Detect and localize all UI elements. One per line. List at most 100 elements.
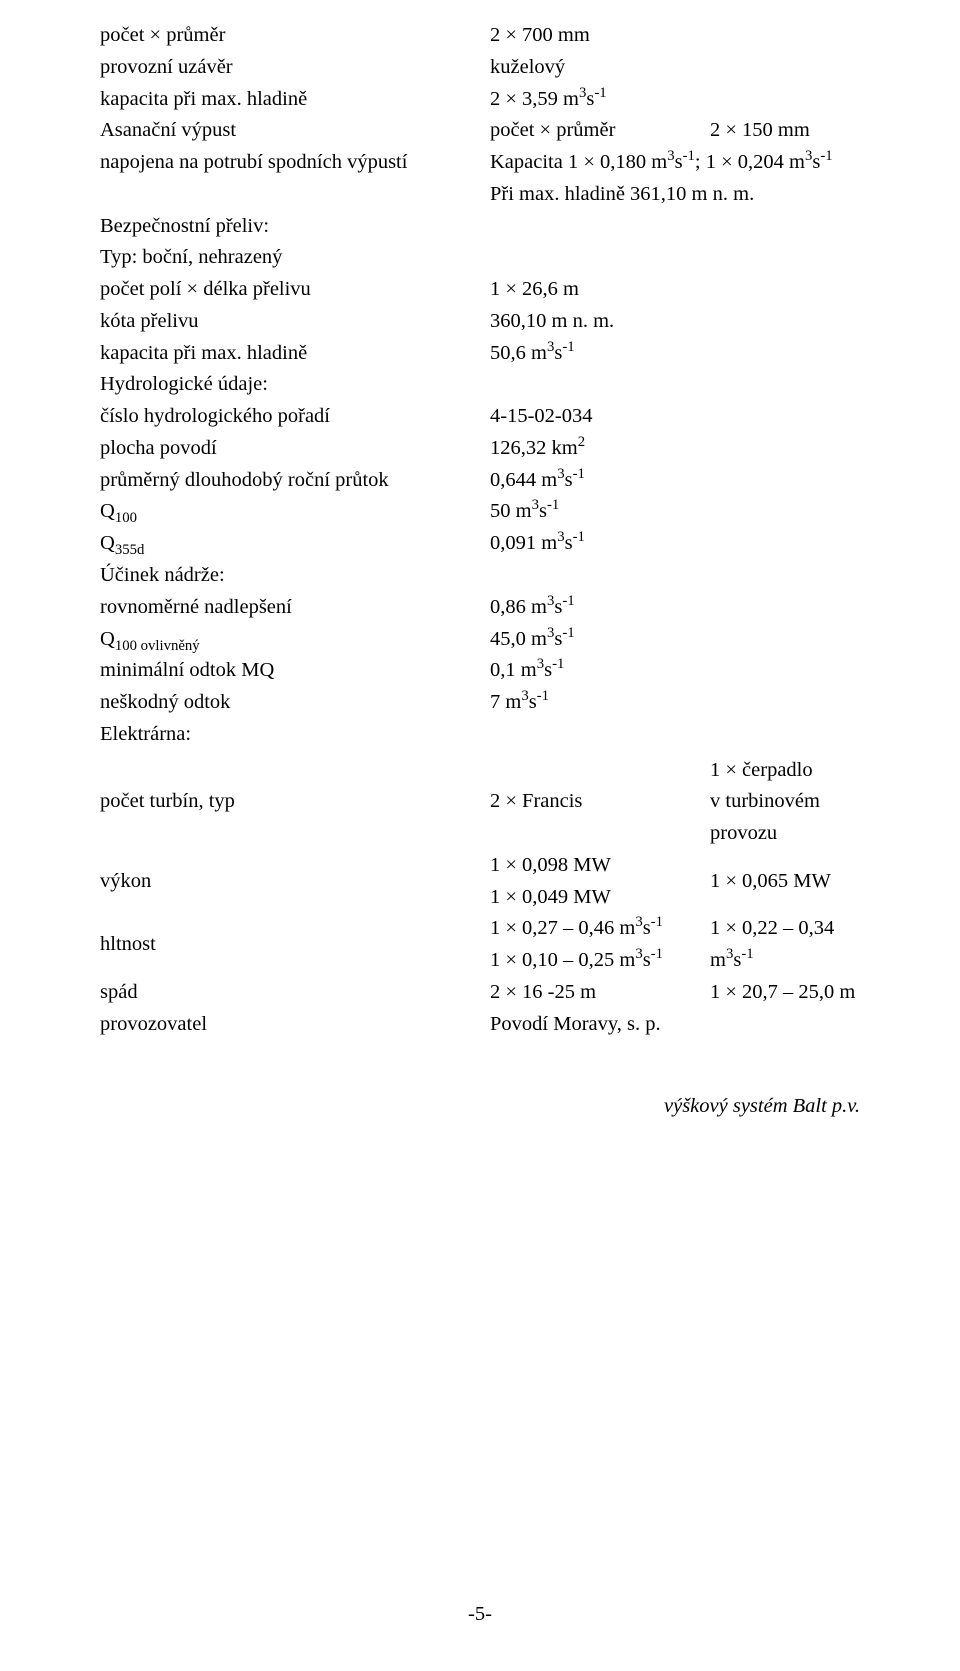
text: s (565, 469, 573, 491)
label: Typ: boční, nehrazený (100, 242, 490, 274)
exponent: 3 (521, 688, 528, 704)
value: 0,644 m3s-1 (490, 465, 585, 497)
text: s (544, 659, 552, 681)
exponent: -1 (573, 529, 585, 545)
text: 1 × 0,27 – 0,46 m3s-1 (490, 913, 710, 945)
label: neškodný odtok (100, 687, 490, 719)
value: 4-15-02-034 (490, 401, 592, 433)
exponent: -1 (547, 498, 559, 514)
value: 1 × čerpadlo v turbinovém provozu (710, 755, 860, 850)
text: Q (100, 532, 115, 554)
label: hltnost (100, 929, 490, 961)
exponent: -1 (820, 148, 832, 164)
value: 1 × 0,22 – 0,34 m3s-1 (710, 913, 860, 977)
value: 1 × 0,27 – 0,46 m3s-1 1 × 0,10 – 0,25 m3… (490, 913, 710, 977)
text: s (643, 949, 651, 971)
label: číslo hydrologického pořadí (100, 401, 490, 433)
label: průměrný dlouhodobý roční průtok (100, 465, 490, 497)
label: rovnoměrné nadlepšení (100, 592, 490, 624)
text: Q (100, 628, 115, 650)
exponent: 3 (667, 148, 674, 164)
text: 50 m (490, 500, 532, 522)
value: kuželový (490, 52, 565, 84)
value: 1 × 0,098 MW 1 × 0,049 MW (490, 850, 710, 914)
text: Q (100, 500, 115, 522)
text: 1 × 0,10 – 0,25 m3s-1 (490, 945, 710, 977)
exponent: -1 (594, 85, 606, 101)
text: 1 × 0,10 – 0,25 m (490, 949, 635, 971)
label: počet × průměr (100, 20, 490, 52)
section-heading: Hydrologické údaje: (100, 369, 490, 401)
value: Povodí Moravy, s. p. (490, 1009, 661, 1041)
label: Q100 (100, 496, 490, 528)
text: 1 × 0,27 – 0,46 m (490, 917, 635, 939)
value: 50 m3s-1 (490, 496, 559, 528)
label: výkon (100, 866, 490, 898)
exponent: -1 (537, 688, 549, 704)
value: 1 × 0,065 MW (710, 866, 831, 898)
label: počet × průměr (490, 115, 710, 147)
exponent: -1 (573, 466, 585, 482)
label: minimální odtok MQ (100, 655, 490, 687)
value: Při max. hladině 361,10 m n. m. (490, 179, 754, 211)
label: napojena na potrubí spodních výpustí (100, 147, 490, 179)
text: s (539, 500, 547, 522)
value: 2 × 16 -25 m (490, 977, 710, 1009)
text: s (529, 691, 537, 713)
exponent: 2 (578, 434, 585, 450)
text: 0,1 m (490, 659, 537, 681)
text: 1 × čerpadlo (710, 755, 860, 787)
section-heading: Účinek nádrže: (100, 560, 490, 592)
subscript: 355d (115, 542, 145, 558)
value: 2 × 150 mm (710, 115, 810, 147)
exponent: 3 (557, 529, 564, 545)
page-number: -5- (0, 1599, 960, 1631)
value: 126,32 km2 (490, 433, 585, 465)
exponent: -1 (562, 339, 574, 355)
text: 45,0 m (490, 628, 547, 650)
text: s (643, 917, 651, 939)
value: 7 m3s-1 (490, 687, 549, 719)
section-heading: Asanační výpust (100, 115, 490, 147)
exponent: -1 (562, 593, 574, 609)
label: plocha povodí (100, 433, 490, 465)
text: 1 × 0,22 – 0,34 m (710, 917, 834, 971)
value: 45,0 m3s-1 (490, 624, 575, 656)
text: 0,86 m (490, 596, 547, 618)
text: 1 × 0,098 MW (490, 850, 710, 882)
exponent: 3 (537, 656, 544, 672)
label: počet polí × délka přelivu (100, 274, 490, 306)
exponent: -1 (562, 625, 574, 641)
text: Kapacita 1 × 0,180 m (490, 151, 667, 173)
subscript: 100 (115, 511, 137, 527)
text: 1 × 0,049 MW (490, 882, 710, 914)
value: Kapacita 1 × 0,180 m3s-1; 1 × 0,204 m3s-… (490, 147, 833, 179)
label: kóta přelivu (100, 306, 490, 338)
value: 0,86 m3s-1 (490, 592, 575, 624)
value: 1 × 26,6 m (490, 274, 579, 306)
value: 2 × 3,59 m3s-1 (490, 84, 607, 116)
exponent: -1 (552, 656, 564, 672)
label: kapacita při max. hladině (100, 84, 490, 116)
value: 1 × 20,7 – 25,0 m (710, 977, 855, 1009)
text: 0,644 m (490, 469, 557, 491)
exponent: -1 (651, 915, 663, 931)
text: s (565, 532, 573, 554)
value: 0,1 m3s-1 (490, 655, 564, 687)
label: spád (100, 977, 490, 1009)
section-heading: Elektrárna: (100, 719, 490, 751)
text: 126,32 km (490, 437, 578, 459)
text: 7 m (490, 691, 521, 713)
text: s (675, 151, 683, 173)
value: 360,10 m n. m. (490, 306, 614, 338)
text: ; 1 × 0,204 m (695, 151, 805, 173)
text: 0,091 m (490, 532, 557, 554)
value: 2 × 700 mm (490, 20, 590, 52)
label: počet turbín, typ (100, 786, 490, 818)
subscript: 100 ovlivněný (115, 638, 200, 654)
label: provozní uzávěr (100, 52, 490, 84)
text: 2 × 3,59 m (490, 88, 579, 110)
exponent: -1 (651, 946, 663, 962)
text: 50,6 m (490, 342, 547, 364)
label: kapacita při max. hladině (100, 338, 490, 370)
